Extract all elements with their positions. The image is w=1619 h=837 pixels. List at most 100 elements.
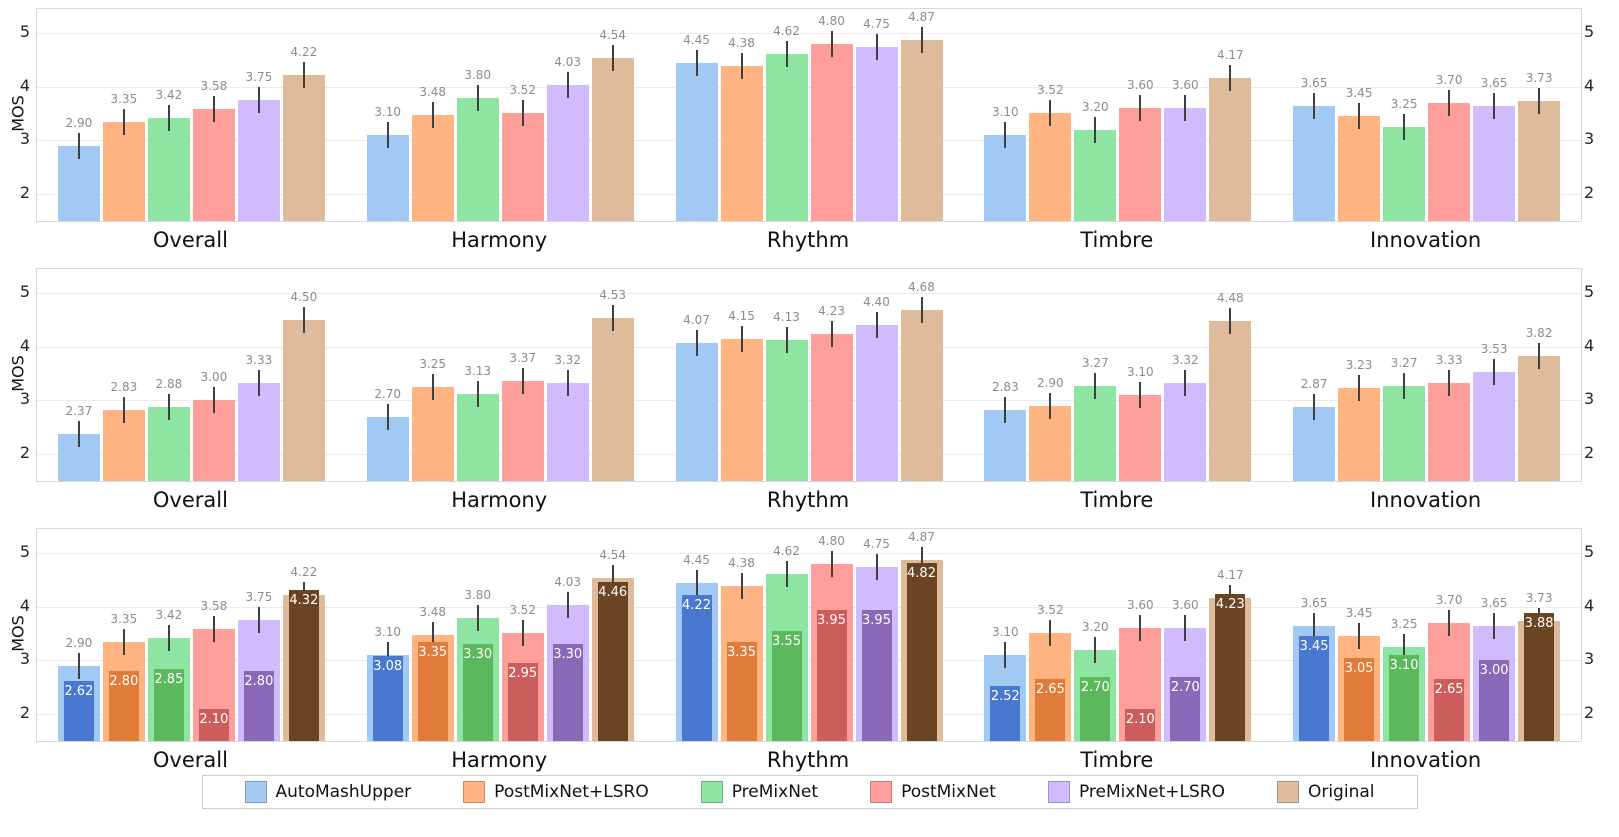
bar-value-label: 3.42 — [155, 607, 183, 622]
overlay-value-label: 2.52 — [990, 689, 1020, 705]
y-tick-label: 3 — [1584, 129, 1595, 149]
bar-value-label: 2.83 — [991, 379, 1019, 394]
overlay-value-label: 2.62 — [64, 683, 94, 699]
bar — [501, 380, 544, 481]
bar — [765, 339, 808, 481]
bar-overlay — [198, 708, 229, 741]
bar — [1029, 112, 1072, 221]
bar-value-label: 3.60 — [1171, 78, 1199, 93]
y-tick-label: 5 — [1584, 22, 1595, 42]
overlay-value-label: 3.35 — [727, 644, 756, 660]
overlay-value-label: 3.00 — [1479, 663, 1509, 679]
bar — [765, 53, 808, 221]
error-bar — [920, 297, 923, 324]
error-bar — [740, 53, 743, 80]
bar-value-label: 2.88 — [155, 376, 183, 391]
bar-value-label: 4.22 — [290, 565, 318, 579]
bar — [810, 43, 853, 221]
legend-item: PreMixNet+LSRO — [1047, 781, 1225, 803]
legend-item: PostMixNet — [870, 781, 996, 803]
bar-overlay — [108, 671, 139, 741]
error-bar — [167, 104, 170, 131]
y-tick-label: 3 — [19, 649, 30, 669]
error-bar — [1448, 89, 1451, 116]
y-tick-label: 3 — [1584, 389, 1595, 409]
bar-value-label: 3.60 — [1126, 78, 1154, 93]
error-bar — [611, 564, 614, 591]
bar-value-label: 4.75 — [863, 16, 890, 31]
bar-value-label: 3.65 — [1480, 595, 1508, 610]
bar — [810, 334, 853, 481]
error-bar — [1358, 103, 1361, 130]
overlay-value-label: 2.70 — [1080, 679, 1110, 695]
bar-value-label: 4.53 — [599, 288, 627, 303]
bar-overlay — [1170, 676, 1201, 741]
bar-overlay — [906, 562, 937, 741]
bar-value-label: 3.35 — [110, 611, 138, 626]
error-bar — [695, 569, 698, 596]
bar — [1473, 372, 1516, 481]
subplot-row-3: MOS 2.90 2.62 3.35 2.80 3.42 2.85 3.58 2.10 3.75… — [0, 522, 1619, 774]
category-label: Overall — [152, 748, 228, 772]
error-bar — [1049, 619, 1052, 646]
error-bar — [830, 550, 833, 577]
bar-value-label: 3.65 — [1300, 595, 1328, 610]
bar-value-label: 2.83 — [110, 379, 138, 394]
overlay-value-label: 3.08 — [373, 659, 403, 675]
bar-value-label: 3.52 — [1036, 602, 1064, 617]
legend-label: PreMixNet — [731, 782, 819, 802]
bar-value-label: 2.37 — [65, 404, 93, 419]
gridline — [37, 33, 1581, 35]
error-bar — [1403, 373, 1406, 399]
bar-overlay — [1125, 708, 1156, 741]
bar — [147, 117, 190, 221]
bar-value-label: 4.45 — [683, 32, 710, 47]
bar — [1338, 116, 1381, 221]
error-bar — [1493, 92, 1496, 119]
bar-overlay — [462, 644, 493, 741]
bar — [1428, 102, 1471, 221]
error-bar — [212, 387, 215, 414]
error-bar — [431, 374, 434, 401]
y-tick-label: 4 — [19, 335, 30, 355]
bar-value-label: 2.90 — [1036, 375, 1064, 390]
error-bar — [1313, 612, 1316, 639]
error-bar — [386, 122, 389, 149]
y-tick-label: 5 — [19, 22, 30, 42]
bar — [1074, 129, 1117, 221]
y-tick-label: 5 — [19, 542, 30, 562]
legend-color-swatch — [1047, 781, 1070, 803]
error-bar — [1229, 308, 1232, 335]
category-label: Innovation — [1370, 488, 1482, 512]
category-label: Overall — [152, 228, 228, 252]
bar-value-label: 3.00 — [200, 370, 228, 385]
category-label: Harmony — [451, 228, 548, 252]
category-label: Overall — [152, 488, 228, 512]
bar-value-label: 4.23 — [818, 304, 845, 319]
error-bar — [77, 421, 80, 448]
bar-overlay — [1389, 655, 1420, 741]
error-bar — [1313, 92, 1316, 119]
bar-value-label: 4.38 — [728, 556, 755, 571]
error-bar — [830, 321, 833, 348]
error-bar — [302, 306, 305, 333]
error-bar — [785, 560, 788, 587]
bar — [900, 310, 943, 481]
error-bar — [257, 369, 260, 396]
bar-overlay — [1035, 679, 1066, 741]
bar — [366, 135, 409, 221]
y-tick-label: 2 — [19, 703, 30, 723]
bar — [192, 109, 235, 221]
overlay-value-label: 4.32 — [289, 592, 319, 608]
bar-value-label: 3.10 — [374, 625, 402, 640]
error-bar — [1004, 642, 1007, 669]
overlay-value-label: 2.65 — [1434, 682, 1464, 698]
bar — [1293, 105, 1336, 221]
error-bar — [740, 325, 743, 352]
bar-value-label: 4.45 — [683, 552, 710, 567]
bar — [855, 325, 898, 481]
bar — [1383, 127, 1426, 221]
bar — [1119, 108, 1162, 221]
bar — [591, 318, 634, 481]
error-bar — [1094, 373, 1097, 399]
